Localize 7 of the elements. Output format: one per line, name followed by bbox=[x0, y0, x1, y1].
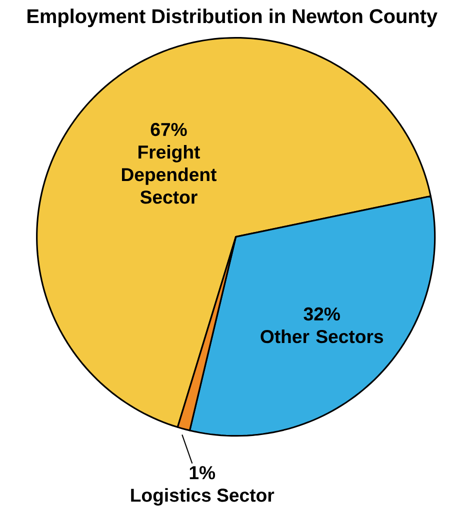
slice-label: Other Sectors bbox=[260, 330, 384, 344]
slice-label: Logistics Sector bbox=[131, 488, 274, 506]
chart-title: Employment Distribution in Newton County bbox=[28, 8, 438, 28]
data-label: 67% bbox=[150, 122, 187, 136]
data-label: 32% bbox=[304, 307, 340, 321]
data-label: 1% bbox=[190, 466, 216, 480]
slice-label: Freight Dependent Sector bbox=[122, 144, 217, 204]
